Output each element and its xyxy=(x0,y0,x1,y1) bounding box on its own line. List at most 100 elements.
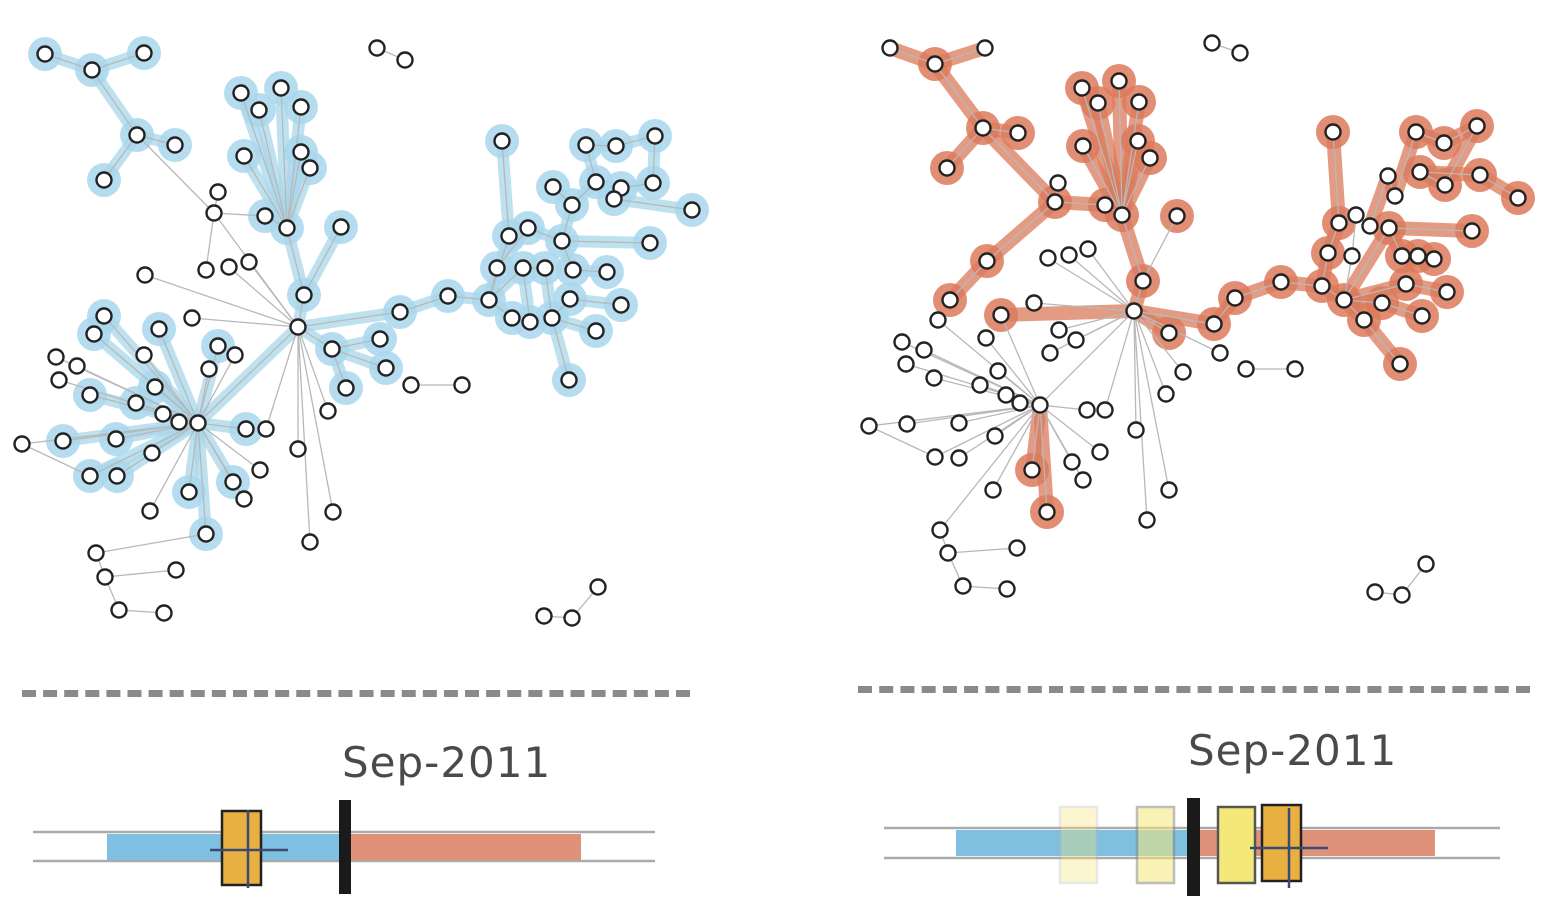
graph-node xyxy=(289,440,307,458)
graph-edge xyxy=(1121,214,1144,282)
graph-edge xyxy=(1121,101,1140,216)
graph-node xyxy=(1049,174,1067,192)
graph-node xyxy=(989,362,1007,380)
network-graph-past[interactable] xyxy=(0,0,780,640)
graph-node xyxy=(209,337,227,355)
graph-node xyxy=(1160,324,1178,342)
graph-edge xyxy=(868,425,936,458)
graph-node xyxy=(931,521,949,539)
graph-node xyxy=(1436,176,1454,194)
graph-node xyxy=(1203,34,1221,52)
timeline-date-label: Sep-2011 xyxy=(1188,726,1398,775)
graph-node xyxy=(644,174,662,192)
graph-node xyxy=(197,525,215,543)
graph-node xyxy=(155,604,173,622)
graph-edge xyxy=(1332,131,1340,224)
graph-node xyxy=(1324,123,1342,141)
graph-node xyxy=(683,201,701,219)
graph-edge xyxy=(1121,140,1139,216)
graph-node xyxy=(209,183,227,201)
graph-node xyxy=(898,415,916,433)
graph-edge xyxy=(1047,257,1135,312)
graph-edge xyxy=(197,422,207,535)
network-graph-future[interactable] xyxy=(780,0,1560,640)
graph-node xyxy=(1468,117,1486,135)
graph-node xyxy=(1041,344,1059,362)
timeline-slider[interactable] xyxy=(780,790,1560,906)
graph-node xyxy=(514,259,532,277)
graph-edge xyxy=(1058,310,1135,331)
graph-edge xyxy=(1444,125,1478,186)
graph-edge xyxy=(91,69,138,136)
graph-node xyxy=(1129,132,1147,150)
timeline-slider[interactable] xyxy=(0,790,780,906)
graph-node xyxy=(150,320,168,338)
graph-node xyxy=(1009,124,1027,142)
graph-edge xyxy=(104,569,177,578)
graph-node xyxy=(493,132,511,150)
graph-edge xyxy=(1363,319,1401,365)
graph-node xyxy=(256,207,274,225)
graph-edge xyxy=(248,261,299,328)
graph-edge xyxy=(934,63,984,129)
graph-node xyxy=(997,386,1015,404)
graph-node xyxy=(563,196,581,214)
graph-edge xyxy=(1031,404,1041,471)
graph-node xyxy=(500,227,518,245)
graph-node xyxy=(292,98,310,116)
current-time-cursor xyxy=(339,800,351,894)
graph-edge xyxy=(997,370,1041,406)
graph-node xyxy=(402,376,420,394)
graph-node xyxy=(396,51,414,69)
graph-node xyxy=(301,159,319,177)
graph-node xyxy=(85,325,103,343)
graph-node xyxy=(1471,166,1489,184)
graph-edge xyxy=(103,315,199,424)
graph-node xyxy=(110,601,128,619)
graph-edge xyxy=(1068,254,1135,312)
graph-edge xyxy=(297,326,334,513)
graph-node xyxy=(292,143,310,161)
graph-node xyxy=(1138,511,1156,529)
graph-node xyxy=(925,369,943,387)
graph-node xyxy=(1038,503,1056,521)
graph-edge xyxy=(89,422,199,477)
graph-edge xyxy=(949,260,988,301)
graph-node xyxy=(180,483,198,501)
graph-node xyxy=(332,218,350,236)
graph-node xyxy=(135,346,153,364)
graph-node xyxy=(1425,250,1443,268)
graph-node xyxy=(1355,311,1373,329)
graph-edge xyxy=(243,155,288,229)
graph-node xyxy=(1073,79,1091,97)
graph-node xyxy=(95,171,113,189)
graph-edge xyxy=(103,134,138,181)
graph-node xyxy=(237,420,255,438)
timeline-future-range xyxy=(349,834,581,860)
graph-node xyxy=(323,340,341,358)
graph-edge xyxy=(265,326,299,430)
graph-edge xyxy=(158,328,199,424)
graph-node xyxy=(984,481,1002,499)
graph-node xyxy=(1393,586,1411,604)
graph-node xyxy=(1110,72,1128,90)
graph-edge xyxy=(1133,310,1137,431)
graph-node xyxy=(81,467,99,485)
graph-node xyxy=(107,430,125,448)
graph-edge xyxy=(286,227,305,296)
graph-edge xyxy=(143,354,199,424)
graph-node xyxy=(1366,583,1384,601)
graph-edge xyxy=(1388,227,1473,232)
graph-node xyxy=(563,609,581,627)
graph-node xyxy=(371,330,389,348)
graph-edge xyxy=(1104,310,1135,411)
graph-node xyxy=(1074,137,1092,155)
graph-node xyxy=(295,286,313,304)
graph-node xyxy=(391,303,409,321)
graph-edge xyxy=(1369,175,1389,227)
graph-edge xyxy=(149,422,199,512)
graph-node xyxy=(1286,360,1304,378)
graph-node xyxy=(860,417,878,435)
graph-node xyxy=(1050,321,1068,339)
graph-node xyxy=(250,101,268,119)
